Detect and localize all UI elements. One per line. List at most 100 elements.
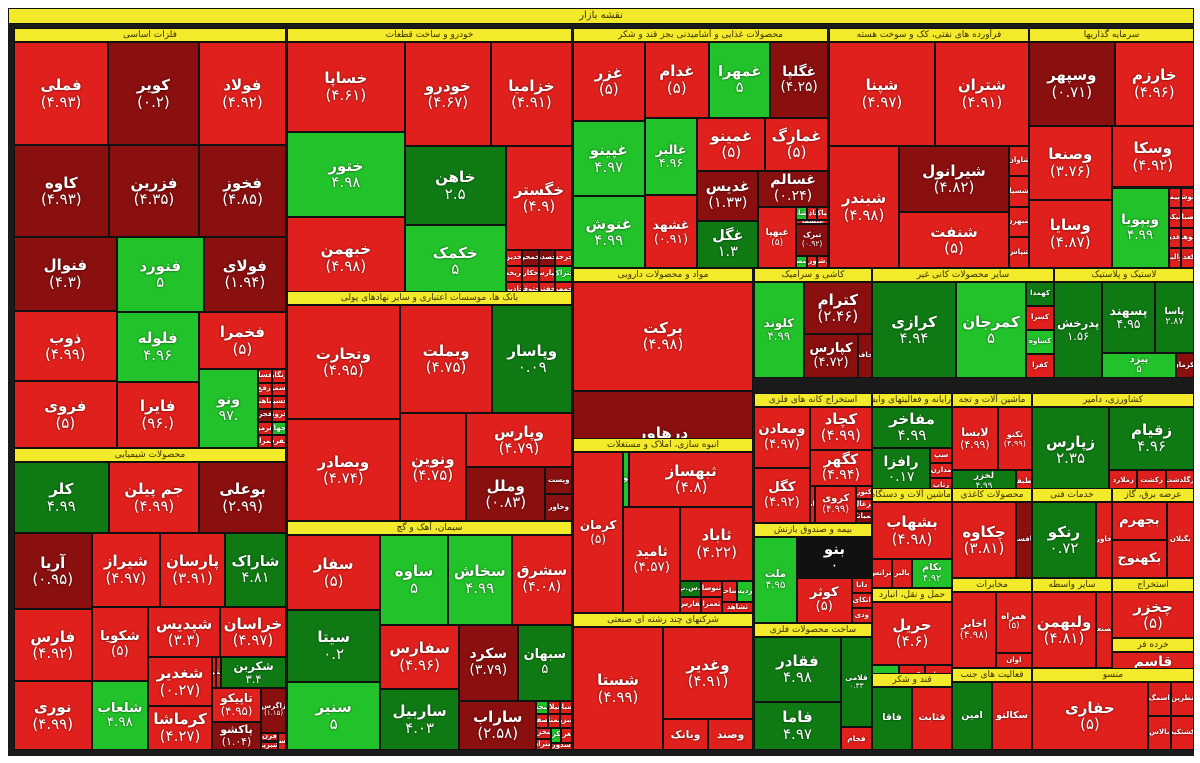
treemap-cell[interactable]: چکاوه (۳.۸۱)	[952, 502, 1016, 578]
treemap-cell[interactable]: شکربن ۳.۴	[221, 657, 286, 688]
treemap-cell[interactable]: تاپیکو (۴.۹۵)	[211, 687, 262, 722]
treemap-cell[interactable]: والبر	[1168, 247, 1182, 268]
treemap-cell[interactable]: زقیام ۴.۹۶	[1109, 407, 1194, 470]
treemap-cell[interactable]: خبهمن (۴.۹۸)	[287, 217, 405, 298]
treemap-cell[interactable]: کهمدا	[1026, 282, 1054, 306]
treemap-cell[interactable]: فمراد	[258, 434, 273, 448]
treemap-cell[interactable]: غدشت	[817, 255, 828, 268]
treemap-cell[interactable]: اوان	[995, 652, 1032, 668]
treemap-cell[interactable]: زاگرس (۱.۱۵)	[261, 687, 286, 733]
treemap-cell[interactable]: کرمان (۵)	[573, 452, 624, 613]
treemap-cell[interactable]: خکار	[522, 266, 539, 283]
treemap-cell[interactable]: ونوین (۴.۷۵)	[399, 413, 466, 521]
treemap-cell[interactable]: کزغال	[856, 498, 872, 511]
treemap-cell[interactable]: ستران	[536, 738, 551, 750]
treemap-cell[interactable]: اخابر (۴.۹۸)	[952, 592, 996, 668]
treemap-cell[interactable]: سشرق (۴.۰۸)	[511, 535, 572, 625]
treemap-cell[interactable]: وپاسار ۰.۰۹	[492, 305, 572, 413]
treemap-cell[interactable]: وخاور	[545, 494, 572, 521]
treemap-cell[interactable]: پارسان (۳.۹۱)	[160, 533, 225, 607]
treemap-cell[interactable]: فخوز (۴.۸۵)	[199, 145, 286, 238]
treemap-cell[interactable]: شنفت (۵)	[899, 212, 1009, 268]
treemap-cell[interactable]: فاقا	[872, 687, 912, 750]
treemap-cell[interactable]: وپست	[545, 467, 572, 494]
treemap-cell[interactable]: فنوال (۴.۳)	[14, 237, 117, 311]
treemap-cell[interactable]: چخزر (۵)	[1112, 592, 1194, 638]
treemap-cell[interactable]: حفاری (۵)	[1032, 682, 1148, 750]
treemap-cell[interactable]: قلامی ۰.۳۳	[840, 637, 872, 728]
treemap-cell[interactable]: ثالوند	[623, 452, 630, 507]
treemap-cell[interactable]: بگیلان	[1166, 502, 1194, 578]
treemap-cell[interactable]: فمفرس	[272, 434, 286, 448]
treemap-cell[interactable]: بوعلی (۲.۹۹)	[199, 462, 286, 534]
treemap-cell[interactable]: پکرمان	[1175, 352, 1194, 378]
treemap-cell[interactable]: وصنعا (۳.۷۶)	[1029, 125, 1112, 200]
treemap-cell[interactable]: غاذر	[806, 207, 818, 220]
treemap-cell[interactable]: سفار (۵)	[287, 535, 381, 611]
treemap-cell[interactable]: شیرانول (۴.۸۲)	[899, 145, 1009, 213]
treemap-cell[interactable]: رافزا ۰.۱۷	[872, 447, 931, 493]
treemap-cell[interactable]: فارس (۴.۹۲)	[14, 609, 92, 682]
treemap-cell[interactable]: بجهرم	[1112, 502, 1167, 540]
treemap-cell[interactable]: کروی (۴.۹۹)	[814, 486, 857, 523]
treemap-cell[interactable]: وبصادر (۴.۷۴)	[287, 419, 400, 521]
treemap-cell[interactable]: ثفارس	[680, 596, 701, 613]
treemap-cell[interactable]: کگهر (۴.۹۴)	[809, 449, 872, 487]
treemap-cell[interactable]: بالاس	[1147, 716, 1171, 750]
treemap-cell[interactable]: امین	[952, 682, 992, 750]
treemap-cell[interactable]: مفاخر ۴.۹۹	[872, 407, 952, 448]
treemap-cell[interactable]: خصدر	[538, 250, 556, 267]
treemap-cell[interactable]: وسکا (۴.۹۲)	[1111, 125, 1194, 188]
treemap-cell[interactable]: نطرین	[1170, 682, 1194, 716]
treemap-cell[interactable]: کلر ۴.۹۹	[14, 462, 109, 534]
treemap-cell[interactable]: شبریز	[261, 741, 278, 750]
treemap-cell[interactable]: وتوشه	[1181, 187, 1194, 208]
treemap-cell[interactable]: ارفع	[258, 382, 273, 396]
treemap-cell[interactable]: شبندر (۴.۹۸)	[829, 145, 899, 268]
treemap-cell[interactable]: فباهنر	[258, 395, 273, 409]
treemap-cell[interactable]: غگل ۱.۳	[697, 221, 759, 268]
treemap-cell[interactable]: کچاد (۴.۹۹)	[809, 407, 872, 450]
treemap-cell[interactable]: شپدیس (۳.۳)	[148, 606, 220, 658]
treemap-cell[interactable]: کاما	[809, 486, 815, 523]
treemap-cell[interactable]: کمرجان ۵	[956, 282, 1026, 378]
treemap-cell[interactable]: بشهاب (۴.۹۸)	[872, 502, 952, 560]
treemap-cell[interactable]: چافست	[1016, 502, 1032, 578]
treemap-cell[interactable]: سنیر ۵	[287, 681, 381, 750]
treemap-cell[interactable]: سیتا ۰.۲	[287, 610, 381, 682]
treemap-cell[interactable]: کساوه	[1026, 330, 1054, 354]
treemap-cell[interactable]: سغرب	[561, 727, 572, 743]
treemap-cell[interactable]: غشهد (۰.۹۱)	[644, 195, 698, 268]
treemap-cell[interactable]: کرماشا (۴.۲۷)	[148, 705, 212, 750]
treemap-cell[interactable]: فجام	[840, 727, 872, 750]
treemap-cell[interactable]: کترام (۲.۴۶)	[803, 282, 872, 335]
treemap-cell[interactable]: پیزد ۵	[1102, 352, 1176, 378]
treemap-cell[interactable]: سصفها	[536, 714, 549, 728]
treemap-cell[interactable]: خگستر (۴.۹)	[505, 146, 572, 251]
treemap-cell[interactable]: شپترو	[216, 657, 222, 688]
treemap-cell[interactable]: ثبهساز (۴.۸)	[629, 452, 753, 507]
treemap-cell[interactable]: فاسمین	[272, 382, 286, 396]
treemap-cell[interactable]: کفرا	[1026, 354, 1054, 378]
treemap-cell[interactable]: فاما ۴.۹۷	[754, 701, 841, 750]
treemap-cell[interactable]: وبانک	[663, 719, 708, 750]
treemap-cell[interactable]: شکویا (۵)	[91, 606, 149, 681]
treemap-cell[interactable]: وصند	[708, 719, 753, 750]
treemap-cell[interactable]: خراسان (۴.۹۷)	[219, 606, 286, 658]
treemap-cell[interactable]: خدیز	[505, 250, 523, 267]
treemap-cell[interactable]: سخاش ۴.۹۹	[447, 535, 512, 625]
treemap-cell[interactable]: ساراب (۲.۵۸)	[458, 700, 537, 750]
treemap-cell[interactable]: ثنوسا	[701, 580, 722, 597]
treemap-cell[interactable]: حریل (۴.۶)	[872, 602, 952, 665]
treemap-cell[interactable]: پاسا ۲.۸۷	[1154, 282, 1194, 353]
treemap-cell[interactable]: سپ	[930, 447, 952, 463]
treemap-cell[interactable]: وسایا (۴.۸۷)	[1029, 199, 1112, 268]
treemap-cell[interactable]: ثامید (۴.۵۷)	[623, 506, 681, 613]
treemap-cell[interactable]: کاوه (۴.۹۳)	[14, 145, 109, 238]
treemap-cell[interactable]: غپینو ۴.۹۷	[573, 120, 645, 197]
treemap-cell[interactable]: فولاد (۴.۹۲)	[198, 42, 286, 146]
treemap-cell[interactable]: فروژ	[272, 408, 286, 422]
treemap-cell[interactable]: شپنا (۴.۹۷)	[829, 42, 935, 146]
treemap-cell[interactable]: تکنو (۴.۹۹)	[997, 407, 1032, 471]
